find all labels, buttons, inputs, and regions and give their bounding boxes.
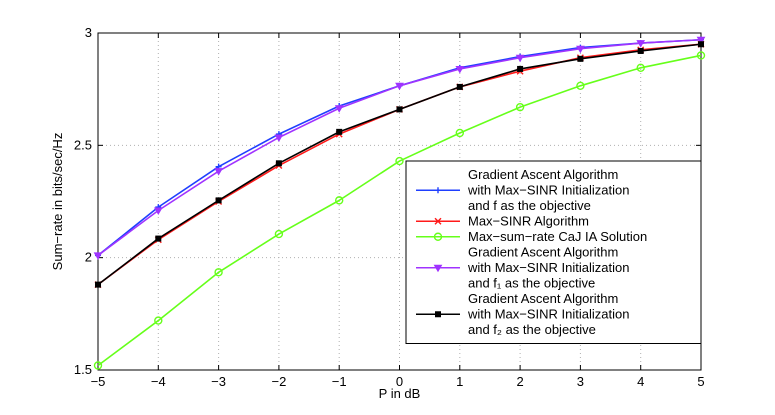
data-point xyxy=(153,207,163,215)
data-point xyxy=(576,81,585,90)
data-point xyxy=(696,51,706,60)
data-point xyxy=(636,40,646,48)
x-tick-label: 0 xyxy=(396,374,403,389)
data-point xyxy=(698,41,704,48)
data-point xyxy=(396,106,403,113)
y-tick-label: 1.5 xyxy=(74,362,92,377)
data-point xyxy=(275,160,282,167)
data-point xyxy=(433,232,443,241)
legend-box xyxy=(405,160,702,344)
data-point xyxy=(214,268,223,277)
y-tick-label: 2.5 xyxy=(74,137,92,152)
legend-entry-2: Max−SINR Algorithm xyxy=(416,214,589,229)
legend-entry-5: Gradient Ascent Algorithm with Max−SINR … xyxy=(416,291,629,337)
data-point xyxy=(637,47,644,54)
x-tick-label: −1 xyxy=(332,374,347,389)
data-point xyxy=(577,55,584,62)
data-point xyxy=(455,128,464,138)
legend-label: with Max−SINR Initialization xyxy=(467,183,629,198)
data-point xyxy=(93,252,103,260)
x-tick-label: −4 xyxy=(151,374,166,389)
data-point xyxy=(455,65,465,74)
data-point xyxy=(154,316,163,325)
legend-label: and f as the objective xyxy=(468,198,591,213)
data-point xyxy=(435,311,441,318)
x-axis-title: P in dB xyxy=(379,386,421,401)
data-point xyxy=(515,54,525,63)
data-point xyxy=(155,235,162,242)
series-5 xyxy=(95,41,704,288)
legend: Gradient Ascent Algorithm with Max−SINR … xyxy=(405,160,702,344)
x-tick-label: −3 xyxy=(211,374,226,389)
legend-label: Gradient Ascent Algorithm xyxy=(468,245,618,260)
data-point xyxy=(515,102,525,112)
x-tick-label: 5 xyxy=(697,374,704,389)
y-tick-label: 2 xyxy=(85,250,92,265)
legend-label: Gradient Ascent Algorithm xyxy=(468,167,618,182)
y-tick-label: 3 xyxy=(85,25,92,40)
data-point xyxy=(95,281,101,288)
x-tick-label: 3 xyxy=(577,374,584,389)
x-tick-label: 4 xyxy=(637,374,644,389)
legend-entry-4: Gradient Ascent Algorithm with Max−SINR … xyxy=(416,245,629,291)
data-point xyxy=(334,105,344,113)
series-layer xyxy=(93,36,706,370)
axis-ticks: −5 −4 −3 −2 −1 0 1 2 3 4 5 1.5 2 2.5 3 xyxy=(74,25,705,389)
legend-entry-1: Gradient Ascent Algorithm with Max−SINR … xyxy=(416,167,629,213)
data-point xyxy=(215,197,222,204)
data-point xyxy=(636,63,645,73)
series-line xyxy=(97,54,702,367)
x-tick-label: 2 xyxy=(516,374,523,389)
legend-entry-3: Max−sum−rate CaJ IA Solution xyxy=(416,229,647,244)
data-point xyxy=(214,168,223,176)
data-point xyxy=(335,196,344,205)
data-point xyxy=(395,156,404,166)
legend-label: Max−sum−rate CaJ IA Solution xyxy=(468,229,647,244)
series-3 xyxy=(93,51,706,370)
data-point xyxy=(517,65,524,72)
x-tick-label: 1 xyxy=(456,374,463,389)
data-point xyxy=(456,83,463,90)
data-point xyxy=(435,187,441,194)
data-point xyxy=(395,82,404,91)
x-tick-label: −2 xyxy=(271,374,286,389)
data-point xyxy=(274,134,284,142)
legend-label: and f₁ as the objective xyxy=(468,276,595,291)
series-4 xyxy=(93,36,706,260)
legend-label: and f₂ as the objective xyxy=(468,322,596,337)
data-point xyxy=(274,229,284,239)
legend-label: Max−SINR Algorithm xyxy=(468,214,589,229)
legend-label: with Max−SINR Initialization xyxy=(467,260,629,275)
data-point xyxy=(696,36,706,45)
data-point xyxy=(93,361,103,370)
legend-label: Gradient Ascent Algorithm xyxy=(468,291,618,306)
x-tick-label: −5 xyxy=(91,374,106,389)
data-point xyxy=(434,217,442,225)
legend-label: with Max−SINR Initialization xyxy=(467,307,629,322)
data-point xyxy=(576,45,585,54)
data-point xyxy=(336,128,343,135)
y-axis-title: Sum−rate in bits/sec/Hz xyxy=(50,133,65,271)
data-point xyxy=(433,264,443,273)
